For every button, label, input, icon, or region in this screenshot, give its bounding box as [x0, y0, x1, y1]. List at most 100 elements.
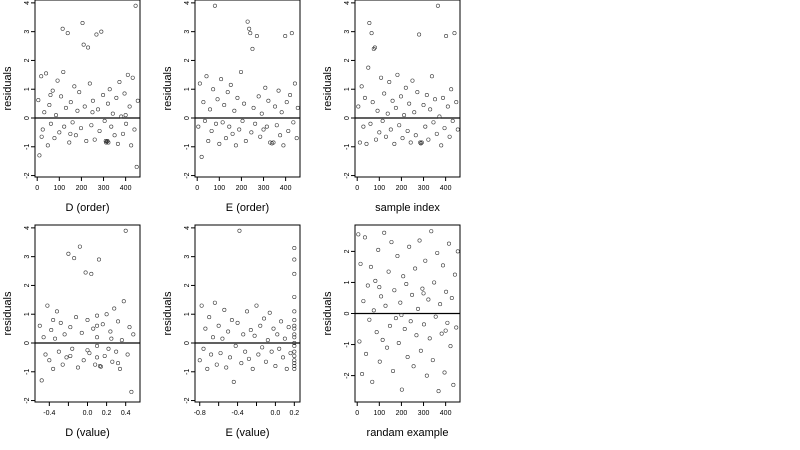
data-point [43, 352, 48, 357]
data-point [387, 80, 392, 85]
data-point [68, 131, 73, 136]
data-point [75, 108, 80, 113]
data-point [449, 295, 454, 300]
data-point [197, 81, 202, 86]
data-point [393, 316, 398, 321]
data-point [44, 71, 49, 76]
data-point [411, 364, 416, 369]
data-point [122, 91, 127, 96]
panel-1: 0 100 200 300 400 -2 -1 0 1 2 3 4 D (order) residuals [2, 0, 141, 214]
data-point [72, 256, 77, 261]
x-axis-title: D (value) [65, 427, 110, 439]
data-point [426, 297, 431, 302]
data-point [95, 355, 100, 360]
data-point [366, 65, 371, 70]
data-point [222, 103, 227, 108]
data-point [424, 373, 429, 378]
data-point [281, 143, 286, 148]
x-tick-label: 0 [35, 185, 39, 192]
data-point [437, 114, 442, 119]
y-tick-label: 2 [184, 58, 191, 62]
data-point [62, 332, 67, 337]
data-point [454, 325, 459, 330]
data-point [53, 336, 58, 341]
data-point [380, 118, 385, 123]
data-point [95, 313, 100, 318]
data-point [390, 98, 395, 103]
data-point [451, 382, 456, 387]
data-point [418, 140, 423, 145]
data-point [382, 230, 387, 235]
data-point [95, 343, 100, 348]
data-point [264, 124, 269, 129]
data-point [67, 140, 72, 145]
data-point [379, 75, 384, 80]
x-tick-label: 100 [373, 410, 385, 417]
data-point [438, 302, 443, 307]
data-point [365, 283, 370, 288]
data-point [246, 356, 251, 361]
data-point [249, 130, 254, 135]
y-tick-label: 2 [184, 283, 191, 287]
data-point [412, 110, 417, 115]
data-point [418, 141, 423, 146]
data-point [292, 332, 297, 337]
data-point [235, 320, 240, 325]
data-point [447, 134, 452, 139]
data-point [233, 343, 238, 348]
data-point [448, 344, 453, 349]
data-point [367, 317, 372, 322]
y-tick-label: 0 [24, 116, 31, 120]
data-point [436, 389, 441, 394]
y-tick-label: 1 [344, 87, 351, 91]
data-point [66, 251, 71, 256]
data-point [383, 303, 388, 308]
data-point [421, 322, 426, 327]
data-point [218, 351, 223, 356]
data-point [58, 320, 63, 325]
data-point [99, 29, 104, 34]
data-point [286, 128, 291, 133]
data-point [254, 33, 259, 38]
y-axis-title: residuals [162, 291, 174, 336]
data-point [129, 389, 134, 394]
data-point [288, 92, 293, 97]
data-point [92, 137, 97, 142]
data-point [134, 164, 139, 169]
data-point [392, 141, 397, 146]
data-point [216, 323, 221, 328]
data-point [220, 336, 225, 341]
data-point [124, 121, 129, 126]
panel-3: 0 100 200 300 400 -2 -1 0 1 2 3 4 sample index residu… [322, 0, 461, 214]
data-point [229, 317, 234, 322]
panel-2: 0 100 200 300 400 -2 -1 0 1 2 3 4 E (order) residuals [162, 0, 301, 214]
data-point [284, 366, 289, 371]
data-point [420, 286, 425, 291]
data-point [85, 317, 90, 322]
data-point [115, 141, 120, 146]
data-point [123, 228, 128, 233]
data-point [428, 107, 433, 112]
data-point [286, 325, 291, 330]
data-point [74, 315, 79, 320]
data-point [97, 364, 102, 369]
x-axis-title: D (order) [65, 202, 109, 214]
data-point [261, 127, 266, 132]
data-point [368, 121, 373, 126]
data-point [224, 365, 229, 370]
data-point [445, 320, 450, 325]
y-tick-label: 4 [184, 226, 191, 230]
x-tick-label: 400 [440, 410, 452, 417]
data-point [227, 124, 232, 129]
data-point [276, 88, 281, 93]
data-point [110, 359, 115, 364]
data-point [60, 362, 65, 367]
data-point [398, 300, 403, 305]
data-point [45, 303, 50, 308]
points-group [356, 3, 460, 148]
data-point [269, 349, 274, 354]
data-point [60, 26, 65, 31]
data-point [357, 339, 362, 344]
data-point [376, 247, 381, 252]
data-point [292, 271, 297, 276]
